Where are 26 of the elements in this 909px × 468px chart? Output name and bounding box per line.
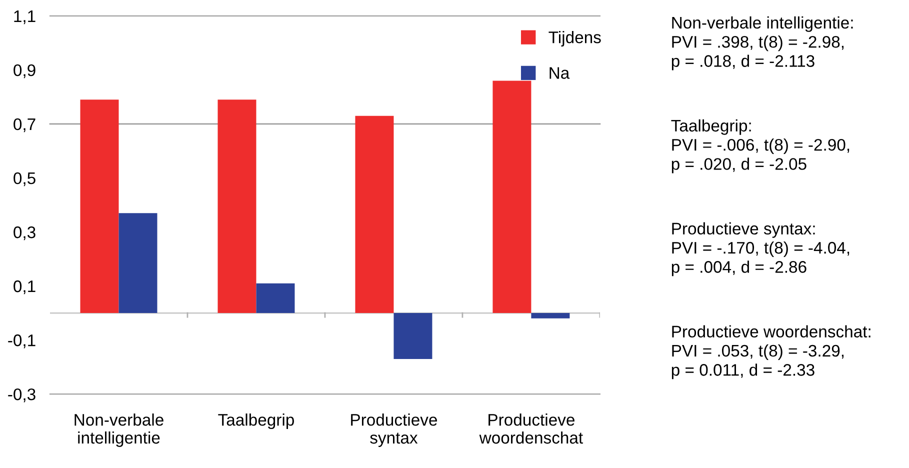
x-tick-label: Productieve woordenschat: [479, 414, 583, 444]
y-tick-label: 0,3: [14, 226, 36, 240]
y-tick-label: 0,7: [14, 118, 36, 132]
text: Taalbegrip: PVI = -.006, t(8) = -2.90, p = .020, d = -2.05: [671, 119, 850, 174]
y-tick-label: -0,3: [8, 388, 36, 402]
bar: [531, 313, 570, 318]
y-tick-label: -0,1: [8, 334, 36, 348]
x-tick-label: Non-verbale intelligentie: [74, 414, 164, 447]
bar: [394, 313, 432, 359]
bar: [355, 116, 394, 314]
text: Productieve syntax: PVI = -.170, t(8) = -4.04, p = .004, d = -2.86: [672, 222, 850, 276]
bar: [218, 100, 256, 314]
bar: [256, 283, 295, 314]
text: Non-verbale intelligentie: PVI = .398, t(8) = -2.98, p = .018, d = -2.113: [672, 16, 853, 70]
legend-label: Tijdens: [548, 31, 601, 47]
y-tick-label: 0,9: [14, 64, 36, 78]
y-tick-label: 0,1: [14, 280, 36, 294]
bar: [492, 80, 532, 314]
legend-label: Na: [550, 67, 570, 79]
bar: [80, 100, 119, 314]
y-tick-label: 1,1: [14, 10, 36, 24]
x-tick-label: Taalbegrip: [218, 414, 294, 430]
x-tick-label: Productieve syntax: [351, 414, 437, 447]
y-tick-label: 0,5: [14, 172, 36, 186]
bar: [118, 213, 158, 314]
text: Productieve woordenschat: PVI = .053, t(8) = -3.29, p = 0.011, d = -2.33: [672, 325, 870, 380]
